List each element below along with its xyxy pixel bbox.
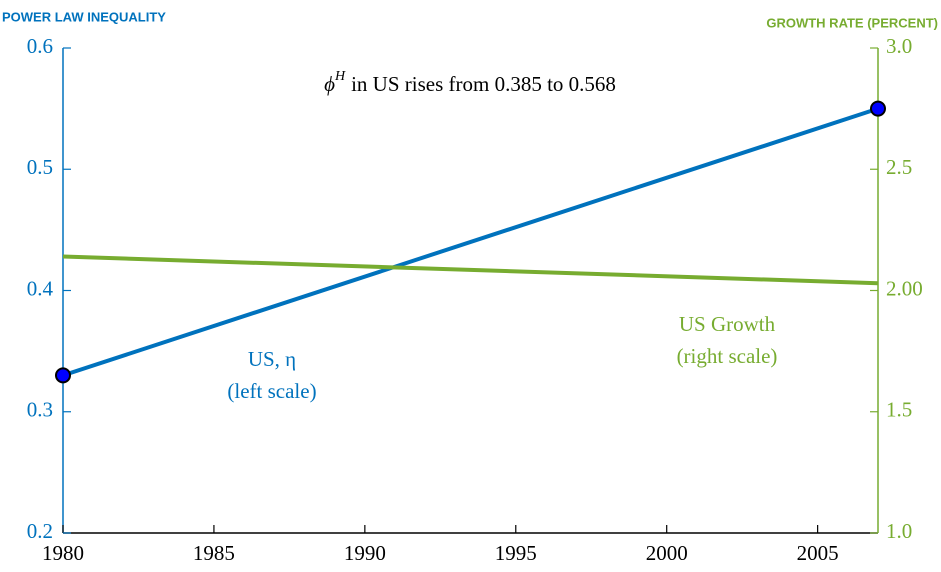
- series-note: (right scale): [677, 344, 778, 368]
- annotation-superscript: H: [334, 69, 346, 84]
- x-tick-label: 1990: [344, 541, 386, 565]
- y2-tick-label: 1.0: [886, 519, 912, 543]
- y-tick-label: 0.2: [27, 519, 53, 543]
- x-tick-label: 1980: [42, 541, 84, 565]
- y-tick-label: 0.4: [27, 276, 54, 300]
- right-axis-title: GROWTH RATE (PERCENT): [766, 15, 938, 30]
- y-tick-label: 0.3: [27, 398, 53, 422]
- annotation-symbol: ϕ: [324, 72, 335, 96]
- marker: [870, 100, 886, 117]
- line: [62, 106, 879, 378]
- y-tick-label: 0.6: [27, 34, 53, 58]
- left-axis-title: POWER LAW INEQUALITY: [2, 9, 166, 24]
- series-label: US, η: [248, 347, 296, 371]
- y2-tick-label: 2.5: [886, 155, 912, 179]
- series-note: (left scale): [227, 379, 316, 403]
- x-tick-label: 1985: [193, 541, 235, 565]
- x-tick-label: 2005: [797, 541, 839, 565]
- series-label: US Growth: [679, 312, 776, 336]
- annotation-text: in US rises from 0.385 to 0.568: [351, 72, 616, 96]
- y-tick-label: 0.5: [27, 155, 53, 179]
- x-tick-label: 1995: [495, 541, 537, 565]
- y2-tick-label: 1.5: [886, 398, 912, 422]
- line: [62, 254, 879, 286]
- y2-tick-label: 3.0: [886, 34, 912, 58]
- marker: [55, 367, 71, 384]
- y2-tick-label: 2.00: [886, 276, 923, 300]
- x-tick-label: 2000: [646, 541, 688, 565]
- annotation: ϕH in US rises from 0.385 to 0.568: [324, 69, 616, 96]
